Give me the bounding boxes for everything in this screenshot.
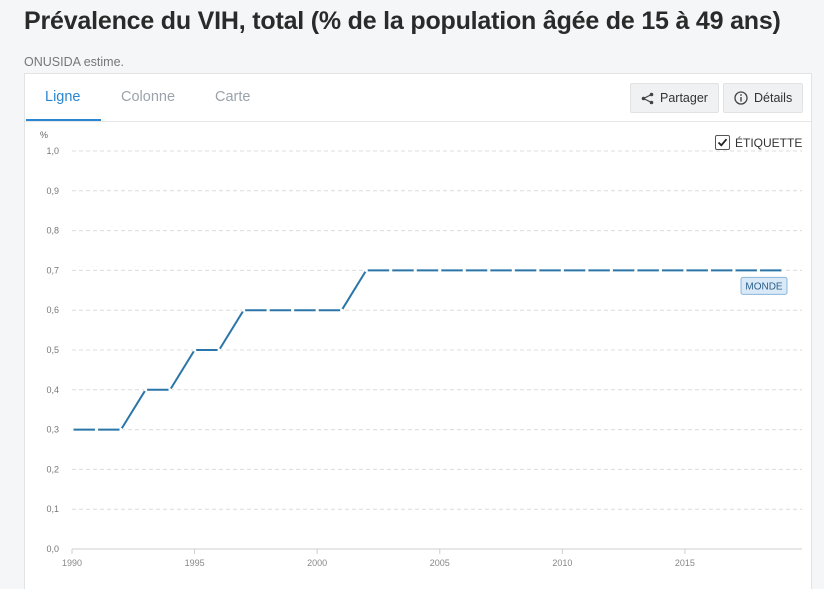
- data-point: [242, 308, 246, 312]
- details-button[interactable]: Détails: [723, 83, 804, 113]
- data-point: [683, 268, 687, 272]
- data-point: [511, 268, 515, 272]
- x-tick-label: 2010: [552, 558, 572, 568]
- data-point: [364, 268, 368, 272]
- data-point: [192, 348, 197, 352]
- data-point: [658, 268, 663, 272]
- data-point: [70, 428, 74, 432]
- series-label-text: MONDE: [745, 281, 783, 292]
- share-icon: [641, 92, 654, 104]
- data-point: [536, 268, 540, 272]
- data-point: [168, 388, 172, 392]
- series-label-badge: [740, 276, 788, 295]
- tab-bar: Ligne Colonne Carte Partager Détails: [25, 74, 811, 122]
- y-tick-label: 0,7: [46, 265, 59, 275]
- y-tick-label: 0,5: [46, 345, 59, 355]
- data-point: [634, 268, 638, 272]
- label-checkbox[interactable]: [715, 135, 730, 150]
- data-point: [413, 268, 417, 272]
- data-point: [119, 428, 123, 432]
- x-tick-label: 1990: [62, 558, 82, 568]
- x-tick-label: 2005: [430, 558, 450, 568]
- tab-ligne[interactable]: Ligne: [45, 89, 81, 105]
- data-point: [389, 268, 393, 272]
- y-tick-label: 0,0: [46, 544, 59, 554]
- data-point: [487, 268, 491, 272]
- x-tick-label: 2000: [307, 558, 327, 568]
- y-tick-label: 1,0: [46, 146, 59, 156]
- y-unit-label: %: [40, 130, 48, 140]
- chart-panel: Ligne Colonne Carte Partager Détails: [24, 73, 812, 589]
- y-tick-label: 0,1: [46, 504, 59, 514]
- tab-carte[interactable]: Carte: [215, 89, 251, 105]
- data-point: [732, 268, 736, 272]
- y-tick-label: 0,3: [46, 425, 59, 435]
- data-point: [340, 308, 344, 312]
- data-point: [707, 268, 712, 272]
- y-tick-label: 0,6: [46, 305, 59, 315]
- page-title: Prévalence du VIH, total (% de la popula…: [24, 7, 781, 35]
- active-tab-indicator: [26, 119, 101, 121]
- data-point: [291, 308, 295, 312]
- y-tick-label: 0,2: [46, 464, 59, 474]
- data-point: [143, 388, 148, 392]
- data-point: [315, 308, 319, 312]
- label-toggle[interactable]: ÉTIQUETTE: [715, 135, 802, 150]
- share-button-label: Partager: [660, 91, 708, 105]
- x-tick-label: 2015: [675, 558, 695, 568]
- source-note: ONUSIDA estime.: [24, 55, 125, 69]
- y-tick-label: 0,4: [46, 385, 59, 395]
- details-button-label: Détails: [754, 91, 793, 105]
- checkmark-icon: [717, 138, 728, 147]
- data-point: [560, 268, 564, 272]
- tab-colonne[interactable]: Colonne: [121, 89, 176, 105]
- data-point: [462, 268, 466, 272]
- data-point: [94, 428, 99, 432]
- label-toggle-text: ÉTIQUETTE: [735, 135, 803, 150]
- data-point: [781, 268, 785, 272]
- data-point: [217, 348, 221, 352]
- data-point: [609, 268, 613, 272]
- data-point: [756, 268, 761, 272]
- data-point: [438, 268, 442, 272]
- data-point: [266, 308, 270, 312]
- y-tick-label: 0,8: [46, 226, 59, 236]
- data-point: [585, 268, 589, 272]
- x-tick-label: 1995: [185, 558, 205, 568]
- info-icon: [734, 91, 748, 105]
- series-line-monde: [72, 269, 783, 431]
- share-button[interactable]: Partager: [630, 83, 719, 113]
- y-tick-label: 0,9: [46, 186, 59, 196]
